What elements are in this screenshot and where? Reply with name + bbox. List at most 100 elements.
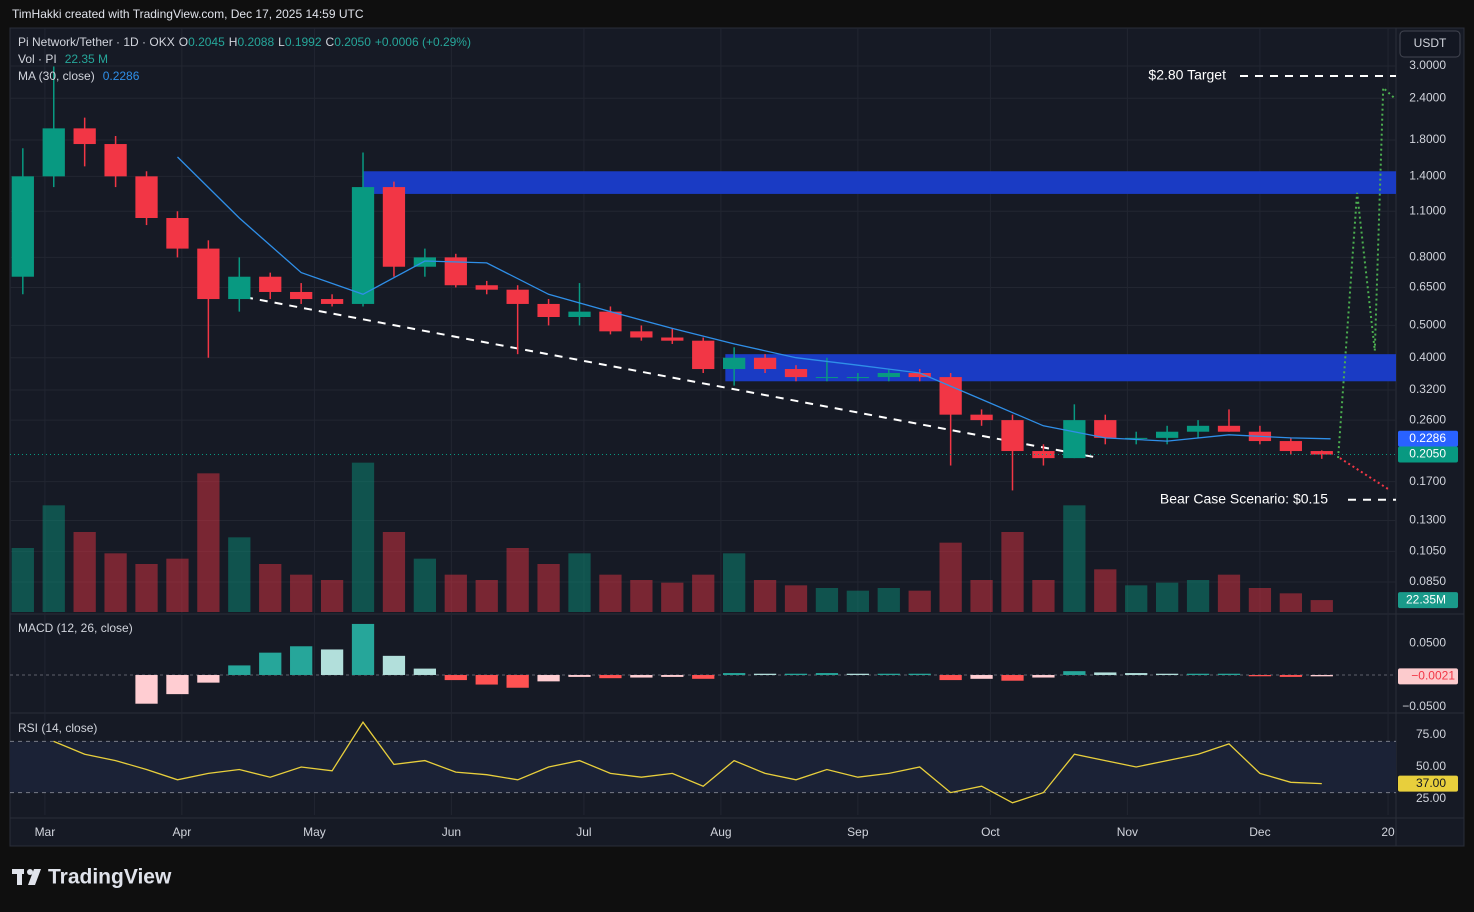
rsi-title: RSI (14, close): [18, 721, 97, 735]
volume-bar: [11, 548, 34, 612]
macd-last-box: [1398, 668, 1458, 685]
h-label: H: [229, 35, 238, 49]
candle-body: [197, 248, 220, 300]
macd-bar: [1032, 674, 1055, 678]
volume-label-box: [1398, 592, 1458, 609]
y-tick-label: 1.4000: [1409, 169, 1446, 183]
macd-bar: [228, 665, 251, 675]
candle-body: [1001, 420, 1024, 452]
ma-legend: MA (30, close) 0.2286: [18, 69, 140, 83]
x-tick-label: Oct: [981, 825, 1000, 839]
macd-bar: [1310, 674, 1333, 677]
macd-bar: [970, 674, 993, 679]
volume-bar: [630, 580, 653, 612]
macd-bar: [1125, 673, 1148, 675]
ma-line: [177, 156, 1331, 442]
volume-bar: [135, 564, 158, 612]
macd-bar: [908, 673, 931, 675]
macd-bar: [382, 655, 406, 675]
last-price-label: 0.2050: [1409, 447, 1446, 461]
zone: [363, 171, 1397, 194]
o-label: O: [179, 35, 188, 49]
volume-bar: [1094, 569, 1117, 612]
candle-body: [1217, 425, 1241, 432]
volume-bar: [413, 558, 437, 612]
volume-bar: [42, 505, 65, 612]
volume-bar: [1125, 585, 1148, 612]
volume-bar: [351, 462, 375, 612]
close: 0.2050: [334, 35, 371, 49]
x-tick-label: Nov: [1117, 825, 1138, 839]
y-tick-label: 0.2600: [1409, 412, 1446, 426]
volume-bar: [475, 580, 498, 612]
rsi-line: [53, 721, 1322, 804]
rsi-last-box: [1398, 775, 1458, 792]
volume-bar: [908, 590, 931, 612]
volume-bar: [228, 537, 251, 612]
volume-bar: [537, 564, 560, 612]
macd-bar: [475, 674, 498, 685]
x-tick-label: Jul: [576, 825, 591, 839]
target-label: $2.80 Target: [1148, 67, 1226, 83]
volume-bar: [568, 553, 591, 612]
volume-bar: [197, 473, 220, 612]
y-tick-label: 0.4000: [1409, 350, 1446, 364]
ma-value: 0.2286: [103, 69, 140, 83]
x-tick-label: Sep: [847, 825, 869, 839]
x-tick-label: Jun: [442, 825, 461, 839]
rsi-tick-label: 50.00: [1416, 759, 1446, 773]
low: 0.1992: [285, 35, 322, 49]
candle-body: [506, 289, 529, 304]
candle-body: [259, 276, 282, 292]
volume-value: 22.35 M: [65, 52, 108, 66]
volume-bar: [73, 532, 96, 612]
x-tick-label: Mar: [35, 825, 56, 839]
credit: TimHakki created with TradingView.com, D…: [12, 7, 364, 21]
volume-bar: [877, 588, 900, 612]
l-label: L: [278, 35, 285, 49]
y-tick-label: 3.0000: [1409, 58, 1446, 72]
macd-bar: [537, 674, 560, 682]
volume-bar: [1001, 532, 1024, 612]
candle-body: [784, 369, 808, 378]
volume-bar: [104, 553, 127, 612]
plot: 3.0000 2.4000 1.8000 1.4000 1.1000 0.8000 0.65…: [10, 28, 1458, 839]
rsi-tick-label: 75.00: [1416, 727, 1446, 741]
candle-body: [753, 357, 777, 370]
macd-bar: [661, 674, 684, 677]
macd-bar: [815, 673, 839, 675]
macd-bar: [753, 673, 777, 675]
volume-bar: [1156, 582, 1179, 612]
volume-bar: [259, 564, 282, 612]
zone: [725, 354, 1396, 382]
bear-label: Bear Case Scenario: $0.15: [1160, 490, 1328, 506]
currency-button[interactable]: [1399, 30, 1461, 58]
volume-bar: [939, 542, 962, 612]
volume-bar: [970, 580, 993, 612]
y-tick-label: 1.8000: [1409, 132, 1446, 146]
candle-body: [846, 377, 869, 379]
volume-bar: [784, 585, 808, 612]
candle-body: [104, 144, 127, 177]
candle-body: [970, 414, 993, 421]
volume-bar: [444, 574, 467, 612]
macd-tick-label: 0.0500: [1409, 635, 1446, 649]
candle-body: [599, 311, 622, 332]
ma-price-label-box: [1398, 430, 1458, 447]
currency[interactable]: USDT: [1414, 36, 1447, 50]
macd-bar: [877, 673, 900, 675]
macd-title: MACD (12, 26, close): [18, 621, 133, 635]
c-label: C: [326, 35, 335, 49]
candle-body: [1156, 431, 1179, 438]
volume-bar: [290, 574, 313, 612]
volume-bar: [1310, 600, 1333, 612]
macd-bar: [599, 674, 622, 679]
macd-bar: [197, 674, 220, 683]
candle-body: [135, 176, 158, 219]
volume-bar: [166, 558, 189, 612]
candle-body: [42, 128, 65, 177]
candle-body: [692, 340, 715, 370]
candle-body: [382, 187, 406, 267]
candle-body: [568, 311, 591, 317]
